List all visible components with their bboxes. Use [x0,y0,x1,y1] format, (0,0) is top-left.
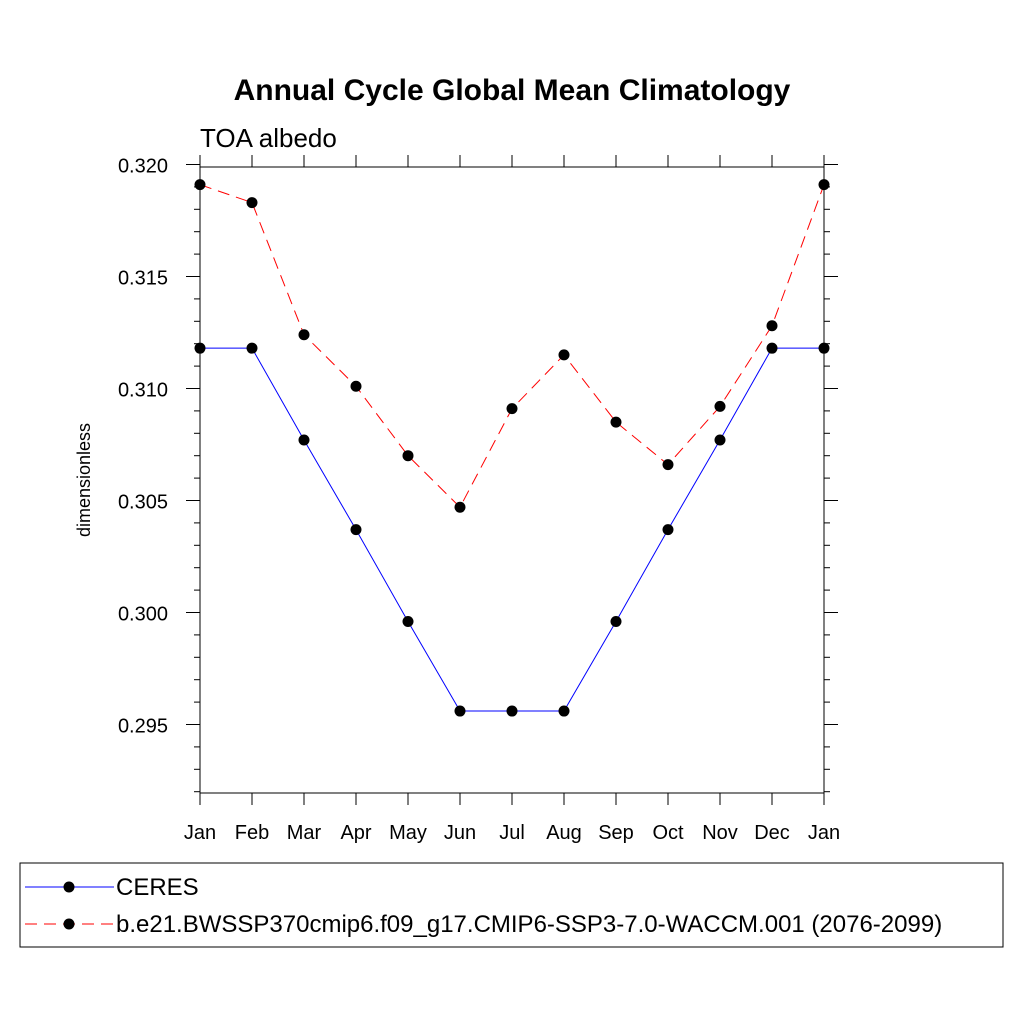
data-point-series-2 [558,349,570,361]
legend-marker-2 [63,918,75,930]
y-tick-label: 0.315 [118,268,168,290]
data-point-series-2 [506,403,518,415]
legend-marker-1 [63,881,75,893]
x-tick-label: Oct [652,822,684,844]
x-tick-label: Jun [444,822,476,844]
y-axis-label: dimensionless [74,423,94,537]
legend-label-2: b.e21.BWSSP370cmip6.f09_g17.CMIP6-SSP3-7… [116,911,942,938]
y-tick-label: 0.305 [118,492,168,514]
data-point-series-2 [350,380,362,392]
data-point-series-2 [714,400,726,412]
data-point-series-1 [610,615,622,627]
x-tick-label: Jan [808,822,840,844]
series-layer [194,179,830,717]
data-point-series-1 [246,342,258,354]
x-tick-label: Apr [340,822,371,844]
data-point-series-2 [662,459,674,471]
data-point-series-1 [506,705,518,717]
data-point-series-2 [246,197,258,209]
data-point-series-1 [662,524,674,536]
data-point-series-2 [298,329,310,341]
data-point-series-2 [402,450,414,462]
chart-subtitle: TOA albedo [200,123,337,153]
data-point-series-1 [714,434,726,446]
chart-title: Annual Cycle Global Mean Climatology [234,74,791,107]
axis-ticks [186,155,838,805]
x-tick-label: Sep [598,822,634,844]
series-line-1 [200,347,824,712]
data-point-series-2 [454,501,466,513]
x-tick-label: Jan [184,822,216,844]
y-tick-label: 0.295 [118,716,168,738]
data-point-series-1 [350,524,362,536]
x-tick-label: May [389,822,427,844]
legend-entries: CERES b.e21.BWSSP370cmip6.f09_g17.CMIP6-S… [25,874,942,938]
data-point-series-2 [766,320,778,332]
y-tick-label: 0.300 [118,604,168,626]
legend-label-1: CERES [116,874,199,901]
plot-frame [199,166,825,794]
y-tick-labels: 0.295 0.300 0.305 0.310 0.315 0.320 [118,156,168,738]
data-point-series-1 [298,434,310,446]
legend-box [19,862,1004,948]
x-tick-label: Dec [754,822,790,844]
data-point-series-1 [766,342,778,354]
x-tick-label: Nov [702,822,738,844]
data-point-series-1 [454,705,466,717]
x-tick-label: Feb [235,822,269,844]
y-tick-label: 0.310 [118,380,168,402]
y-tick-label: 0.320 [118,156,168,178]
x-tick-label: Aug [546,822,582,844]
data-point-series-1 [558,705,570,717]
x-tick-label: Jul [499,822,525,844]
data-point-series-1 [402,615,414,627]
x-tick-label: Mar [287,822,322,844]
legend: CERES b.e21.BWSSP370cmip6.f09_g17.CMIP6-S… [19,862,1004,948]
x-tick-labels: Jan Feb Mar Apr May Jun Jul Aug Sep Oct Nov Dec Jan [184,822,840,844]
series-line-2 [199,184,825,509]
data-point-series-2 [610,416,622,428]
